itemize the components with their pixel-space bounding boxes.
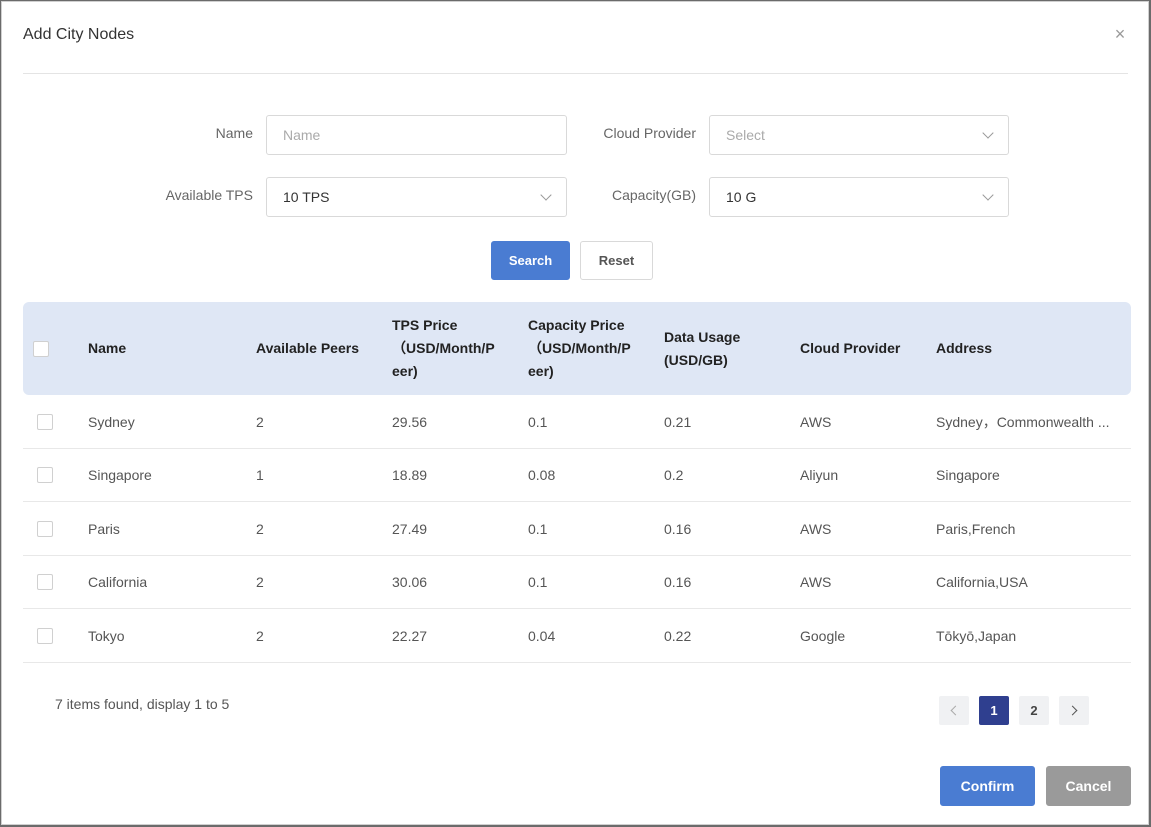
cell-address: Tōkyō,Japan bbox=[936, 627, 1017, 644]
cell-available-peers: 2 bbox=[256, 627, 264, 644]
col-cloud-provider: Cloud Provider bbox=[800, 340, 901, 356]
cell-available-peers: 2 bbox=[256, 413, 264, 430]
cell-capacity-price: 0.1 bbox=[528, 520, 548, 537]
available-tps-select[interactable]: 10 TPS bbox=[266, 177, 567, 217]
cell-data-usage: 0.16 bbox=[664, 574, 692, 590]
cell-capacity-price: 0.1 bbox=[528, 413, 548, 430]
available-tps-label: Available TPS bbox=[165, 187, 253, 203]
cell-cloud-provider: Google bbox=[800, 627, 846, 644]
name-label: Name bbox=[215, 125, 253, 141]
table-header: Name Available Peers TPS Price （USD/Mont… bbox=[23, 302, 1131, 395]
next-page-button[interactable] bbox=[1059, 696, 1089, 725]
cell-data-usage: 0.2 bbox=[664, 467, 684, 483]
page-2-button[interactable]: 2 bbox=[1019, 696, 1049, 725]
row-checkbox[interactable] bbox=[37, 520, 53, 537]
cell-available-peers: 2 bbox=[256, 520, 264, 537]
col-capacity-price: Capacity Price （USD/Month/P eer) bbox=[528, 317, 631, 379]
row-select-cell bbox=[37, 609, 53, 662]
cell-tps-price: 22.27 bbox=[392, 627, 428, 644]
col-available-peers: Available Peers bbox=[256, 340, 359, 356]
cell-name: Tokyo bbox=[88, 627, 125, 644]
cell-available-peers: 1 bbox=[256, 467, 264, 483]
chevron-down-icon bbox=[540, 188, 552, 201]
chevron-left-icon bbox=[950, 705, 961, 716]
cell-data-usage: 0.21 bbox=[664, 413, 692, 430]
search-button[interactable]: Search bbox=[491, 241, 570, 280]
name-input[interactable]: Name bbox=[266, 115, 567, 155]
cell-capacity-price: 0.04 bbox=[528, 627, 556, 644]
cell-tps-price: 27.49 bbox=[392, 520, 428, 537]
table-row[interactable]: California 2 30.06 0.1 0.16 AWS California,USA bbox=[23, 556, 1131, 609]
capacity-label: Capacity(GB) bbox=[611, 187, 696, 203]
table-row[interactable]: Tokyo 2 22.27 0.04 0.22 Google Tōkyō,Japan bbox=[23, 609, 1131, 663]
row-select-cell bbox=[37, 395, 53, 448]
capacity-select[interactable]: 10 G bbox=[709, 177, 1009, 217]
cloud-provider-label: Cloud Provider bbox=[603, 125, 696, 141]
row-select-cell bbox=[37, 556, 53, 609]
dialog-header: Add City Nodes × bbox=[23, 24, 1128, 74]
row-checkbox[interactable] bbox=[37, 574, 53, 590]
dialog-title: Add City Nodes bbox=[23, 26, 135, 43]
select-all-cell bbox=[33, 302, 49, 395]
cell-name: Paris bbox=[88, 520, 120, 537]
select-all-checkbox[interactable] bbox=[33, 340, 49, 357]
cell-cloud-provider: AWS bbox=[800, 413, 832, 430]
cell-address: California,USA bbox=[936, 574, 1028, 590]
table-body: Sydney 2 29.56 0.1 0.21 AWS Sydney，Commonwealt… bbox=[23, 395, 1131, 663]
cell-address: Paris,French bbox=[936, 520, 1016, 537]
cell-tps-price: 29.56 bbox=[392, 413, 428, 430]
city-nodes-table: Name Available Peers TPS Price （USD/Mont… bbox=[23, 302, 1131, 663]
cell-tps-price: 18.89 bbox=[392, 467, 428, 483]
row-select-cell bbox=[37, 449, 53, 502]
row-checkbox[interactable] bbox=[37, 627, 53, 644]
cell-available-peers: 2 bbox=[256, 574, 264, 590]
items-count: 7 items found, display 1 to 5 bbox=[55, 696, 230, 712]
row-checkbox[interactable] bbox=[37, 467, 53, 483]
cell-tps-price: 30.06 bbox=[392, 574, 428, 590]
row-select-cell bbox=[37, 502, 53, 555]
col-address: Address bbox=[936, 340, 993, 356]
cell-name: California bbox=[88, 574, 148, 590]
table-row[interactable]: Sydney 2 29.56 0.1 0.21 AWS Sydney，Commonwealt… bbox=[23, 395, 1131, 449]
table-row[interactable]: Singapore 1 18.89 0.08 0.2 Aliyun Singapore bbox=[23, 449, 1131, 502]
chevron-right-icon bbox=[1067, 705, 1078, 716]
table-row[interactable]: Paris 2 27.49 0.1 0.16 AWS Paris,French bbox=[23, 502, 1131, 556]
confirm-button[interactable]: Confirm bbox=[940, 766, 1035, 806]
cell-cloud-provider: Aliyun bbox=[800, 467, 839, 483]
cell-name: Singapore bbox=[88, 467, 152, 483]
reset-button[interactable]: Reset bbox=[580, 241, 653, 280]
cancel-button[interactable]: Cancel bbox=[1046, 766, 1131, 806]
cell-capacity-price: 0.1 bbox=[528, 574, 548, 590]
chevron-down-icon bbox=[982, 126, 994, 139]
cell-capacity-price: 0.08 bbox=[528, 467, 556, 483]
cloud-provider-select[interactable]: Select bbox=[709, 115, 1009, 155]
prev-page-button[interactable] bbox=[939, 696, 969, 725]
cell-address: Singapore bbox=[936, 467, 1000, 483]
chevron-down-icon bbox=[982, 188, 994, 201]
cell-cloud-provider: AWS bbox=[800, 574, 832, 590]
cell-name: Sydney bbox=[88, 413, 135, 430]
cell-address: Sydney，Commonwealth ... bbox=[936, 413, 1110, 430]
col-tps-price: TPS Price （USD/Month/P eer) bbox=[392, 317, 495, 379]
row-checkbox[interactable] bbox=[37, 413, 53, 430]
col-name: Name bbox=[88, 340, 127, 356]
close-icon[interactable]: × bbox=[1114, 24, 1126, 44]
cell-cloud-provider: AWS bbox=[800, 520, 832, 537]
page-1-button[interactable]: 1 bbox=[979, 696, 1009, 725]
col-data-usage: Data Usage (USD/GB) bbox=[664, 328, 741, 368]
cell-data-usage: 0.16 bbox=[664, 520, 692, 537]
cell-data-usage: 0.22 bbox=[664, 627, 692, 644]
